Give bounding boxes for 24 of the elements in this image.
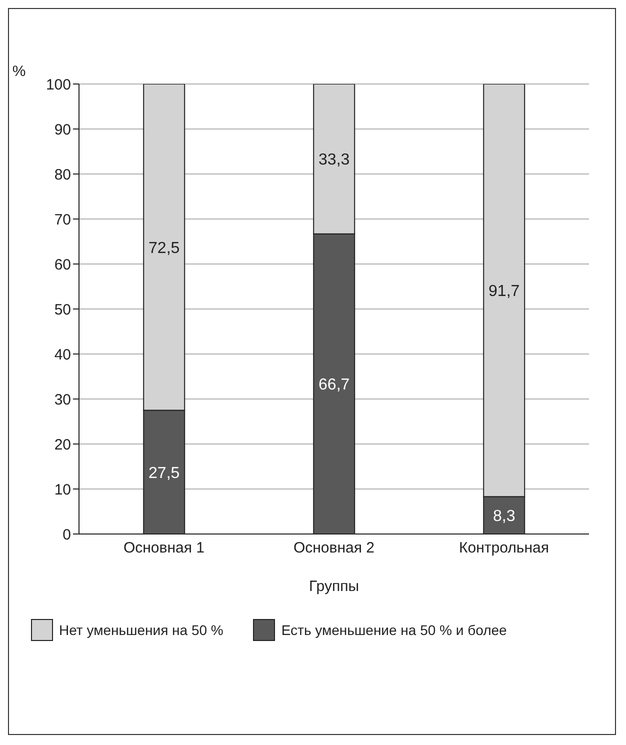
data-label: 33,3 — [318, 152, 350, 169]
data-label: 8,3 — [492, 508, 516, 526]
x-tick-label: Контрольная — [459, 540, 549, 557]
y-axis-title: % — [12, 63, 26, 80]
y-tick-label: 20 — [54, 436, 71, 454]
y-tick-label: 60 — [54, 256, 71, 274]
y-tick-label: 0 — [62, 526, 71, 544]
legend-label: Нет уменьшения на 50 % — [59, 622, 224, 638]
y-tick-label: 40 — [54, 346, 71, 364]
data-label: 91,7 — [488, 283, 520, 300]
y-tick-label: 30 — [54, 391, 71, 408]
x-tick-label: Основная 1 — [123, 540, 205, 557]
y-tick-label: 70 — [54, 211, 71, 228]
y-tick-label: 100 — [46, 76, 71, 94]
legend-label: Есть уменьшение на 50 % и более — [281, 622, 507, 638]
y-tick-label: 50 — [54, 301, 71, 318]
x-tick-label: Основная 2 — [293, 540, 375, 557]
data-label: 72,5 — [148, 240, 180, 257]
y-tick-label: 90 — [54, 121, 71, 138]
y-tick-label: 10 — [54, 481, 71, 498]
y-tick-label: 80 — [54, 166, 71, 184]
data-label: 66,7 — [318, 376, 350, 394]
data-label: 27,5 — [148, 464, 180, 482]
x-axis-title: Группы — [309, 578, 359, 595]
